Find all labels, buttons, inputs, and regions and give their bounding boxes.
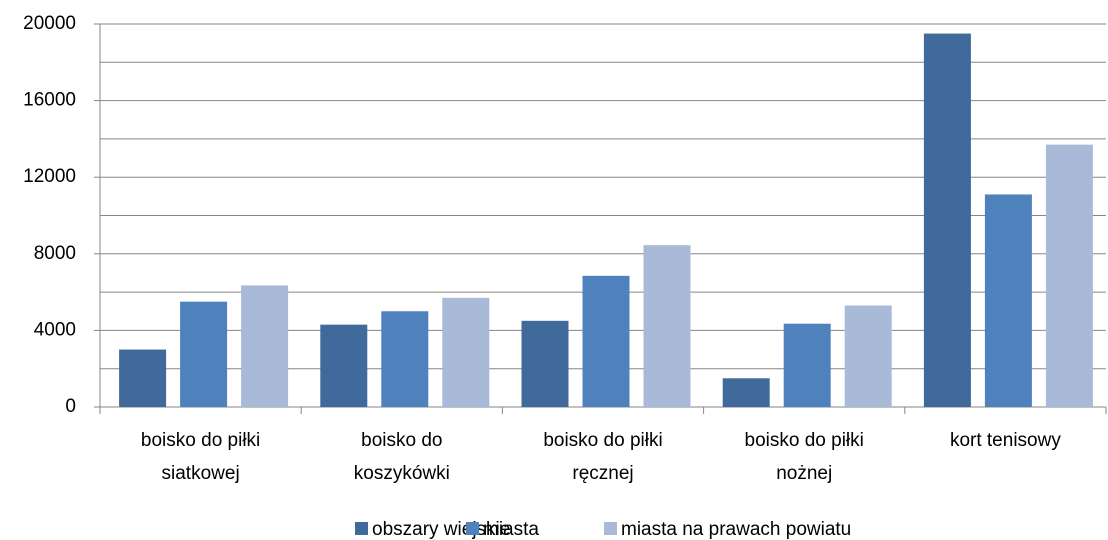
x-tick-label: boisko do bbox=[361, 430, 442, 451]
bar bbox=[241, 285, 289, 407]
x-tick-label: boisko do piłki bbox=[141, 430, 260, 451]
y-tick-label: 20000 bbox=[23, 13, 76, 34]
bar bbox=[722, 378, 770, 407]
bar bbox=[984, 194, 1032, 407]
bar bbox=[582, 275, 630, 407]
bar bbox=[180, 301, 228, 407]
y-tick-label: 0 bbox=[65, 396, 76, 417]
x-tick-label: siatkowej bbox=[162, 463, 240, 484]
y-tick-label: 16000 bbox=[23, 90, 76, 111]
bar bbox=[1045, 144, 1093, 407]
bar bbox=[320, 324, 368, 407]
x-tick-label: boisko do piłki bbox=[745, 430, 864, 451]
bar bbox=[381, 311, 429, 407]
y-tick-label: 8000 bbox=[34, 243, 76, 264]
x-tick-label: ręcznej bbox=[572, 463, 633, 484]
x-tick-label: nożnej bbox=[776, 463, 832, 484]
bar bbox=[783, 323, 831, 407]
bar bbox=[923, 33, 971, 407]
legend-swatch bbox=[466, 522, 479, 535]
legend-swatch bbox=[604, 522, 617, 535]
x-tick-label: boisko do piłki bbox=[543, 430, 662, 451]
y-tick-label: 4000 bbox=[34, 319, 76, 340]
bar bbox=[844, 305, 892, 407]
bar bbox=[442, 297, 490, 407]
legend-swatch bbox=[355, 522, 368, 535]
legend-label: miasta bbox=[483, 519, 539, 540]
legend-label: miasta na prawach powiatu bbox=[621, 519, 851, 540]
x-tick-label: kort tenisowy bbox=[950, 430, 1061, 451]
bar bbox=[119, 349, 167, 407]
x-tick-label: koszykówki bbox=[354, 463, 450, 484]
bar bbox=[521, 320, 569, 407]
bar bbox=[643, 245, 691, 407]
y-tick-label: 12000 bbox=[23, 166, 76, 187]
